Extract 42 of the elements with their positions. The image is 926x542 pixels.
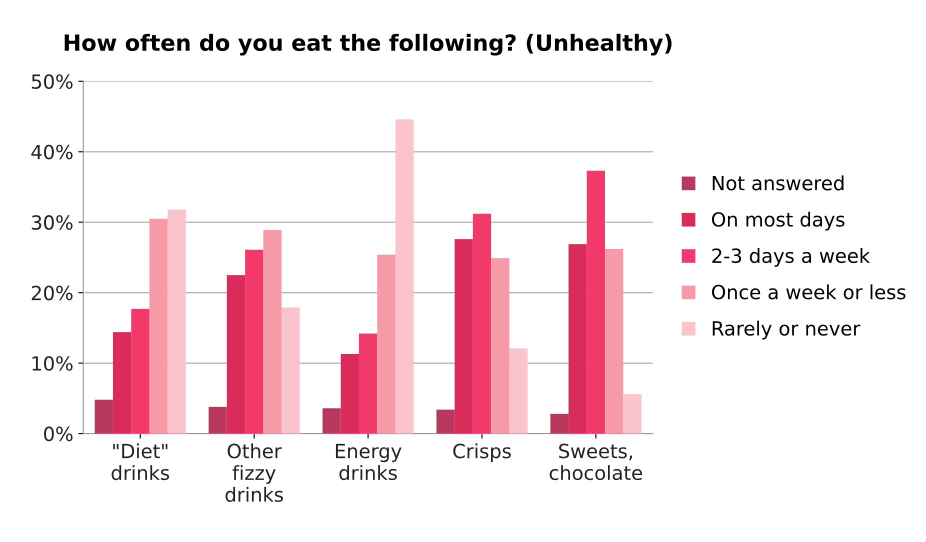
bar [377, 254, 396, 434]
bar [358, 334, 378, 434]
bar [282, 307, 300, 434]
y-tick-label: 20% [32, 286, 73, 300]
bar [436, 410, 455, 434]
y-tick-label: 10% [32, 356, 73, 371]
bar [208, 406, 227, 434]
bar [604, 248, 624, 434]
x-tick-label: Other fizzy drinks [226, 443, 283, 502]
legend-label: Once a week or less [712, 284, 906, 300]
bar [586, 170, 605, 434]
y-tick-label: 50% [32, 74, 73, 89]
y-tick-label: 0% [44, 426, 73, 442]
bar [623, 394, 642, 434]
chart-title: How often do you eat the following? (Unhealthy) [64, 34, 672, 56]
legend-label: On most days [712, 212, 844, 231]
x-tick-label: Sweets, chocolate [550, 444, 642, 480]
bar [550, 414, 569, 434]
bar [491, 258, 510, 434]
bar [340, 354, 359, 434]
bar [263, 230, 282, 434]
bar [112, 332, 132, 434]
x-tick-label: Energy drinks [336, 444, 402, 480]
bar [149, 218, 168, 434]
bar [94, 400, 113, 434]
x-tick-label: Crisps [453, 443, 511, 462]
x-tick-label: "Diet" drinks [112, 443, 170, 480]
bar [568, 244, 587, 434]
bar [395, 119, 414, 434]
legend-label: 2-3 days a week [712, 248, 870, 267]
legend-label: Not answered [712, 175, 844, 190]
y-tick-label: 30% [32, 215, 73, 230]
bar [454, 239, 473, 434]
y-tick-label: 40% [31, 144, 73, 160]
legend-label: Rarely or never [712, 320, 860, 340]
bar [226, 275, 246, 434]
bar [322, 408, 341, 434]
bar [509, 348, 528, 434]
bar [168, 210, 186, 434]
bar [245, 250, 264, 434]
bar [131, 308, 150, 434]
bar [472, 214, 492, 434]
